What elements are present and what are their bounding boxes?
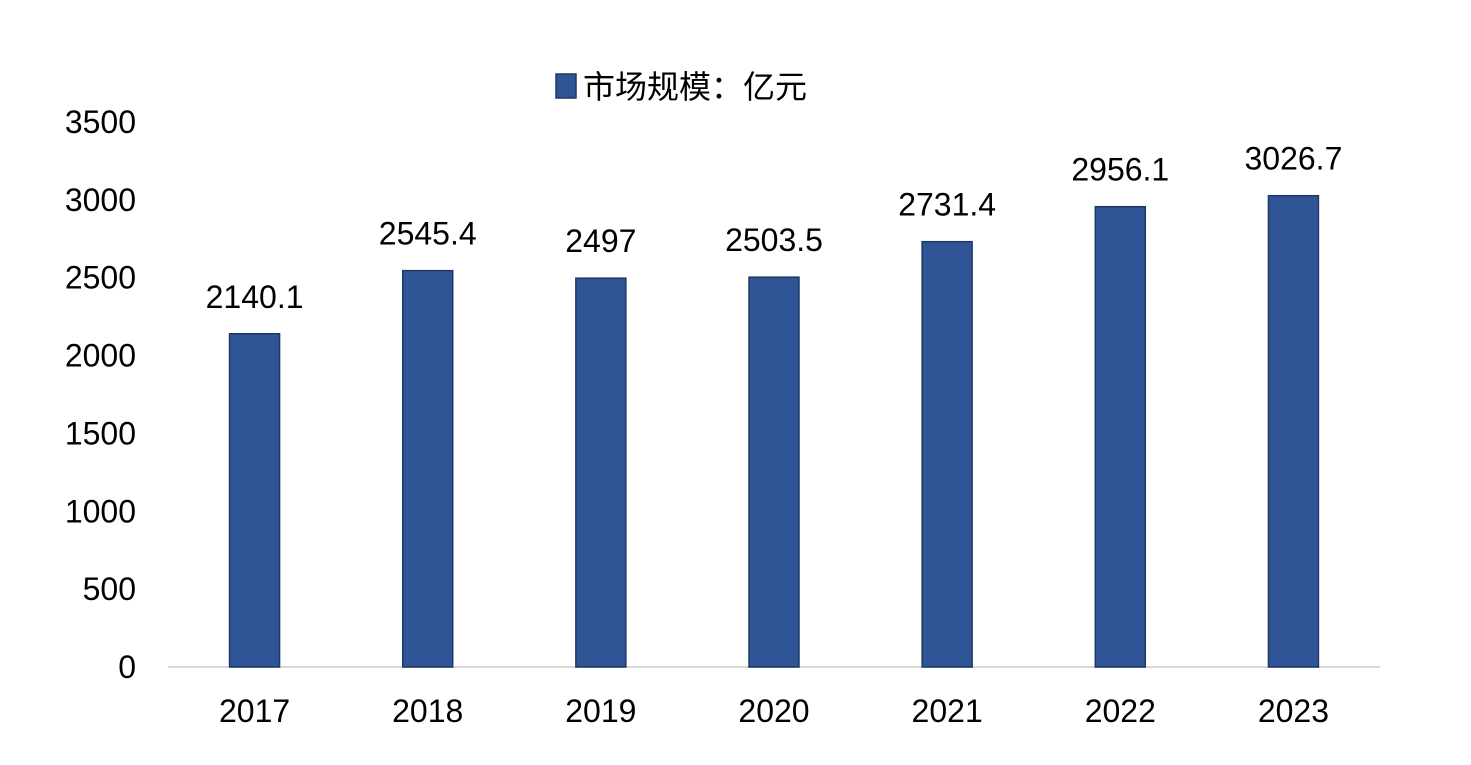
legend-label: 市场规模：亿元 (583, 69, 807, 105)
bar (748, 276, 800, 668)
data-label: 2503.5 (725, 222, 823, 258)
data-label: 2497 (565, 223, 636, 259)
y-tick-label: 3000 (65, 182, 136, 218)
x-tick-label: 2019 (565, 693, 636, 729)
bar (575, 277, 627, 668)
data-label: 3026.7 (1244, 141, 1342, 177)
x-tick-label: 2018 (392, 693, 463, 729)
y-tick-label: 2500 (65, 260, 136, 296)
y-tick-label: 1500 (65, 415, 136, 451)
x-tick-label: 2023 (1258, 693, 1329, 729)
x-axis: 2017 2018 2019 2020 2021 2022 2023 (219, 693, 1329, 729)
data-label: 2140.1 (206, 279, 304, 315)
y-tick-label: 1000 (65, 493, 136, 529)
x-tick-label: 2020 (738, 693, 809, 729)
bar (228, 333, 281, 668)
data-label: 2956.1 (1071, 152, 1169, 188)
y-tick-label: 0 (118, 649, 136, 685)
data-label: 2731.4 (898, 187, 996, 223)
bar (401, 269, 454, 668)
bar (921, 240, 973, 668)
y-tick-label: 2000 (65, 338, 136, 374)
bar (1094, 205, 1147, 668)
y-tick-label: 500 (83, 571, 136, 607)
data-label: 2545.4 (379, 216, 477, 252)
y-axis: 0 500 1000 1500 2000 2500 3000 3500 (65, 104, 136, 685)
data-labels: 2140.1 2545.4 2497 2503.5 2731.4 2956.1 3026.7 (206, 141, 1343, 315)
x-tick-label: 2022 (1085, 693, 1156, 729)
bar-series (228, 194, 1320, 668)
x-tick-label: 2017 (219, 693, 290, 729)
y-tick-label: 3500 (65, 104, 136, 140)
legend-swatch (555, 73, 577, 99)
legend: 市场规模：亿元 (555, 69, 807, 105)
bar (1267, 194, 1320, 668)
x-tick-label: 2021 (912, 693, 983, 729)
